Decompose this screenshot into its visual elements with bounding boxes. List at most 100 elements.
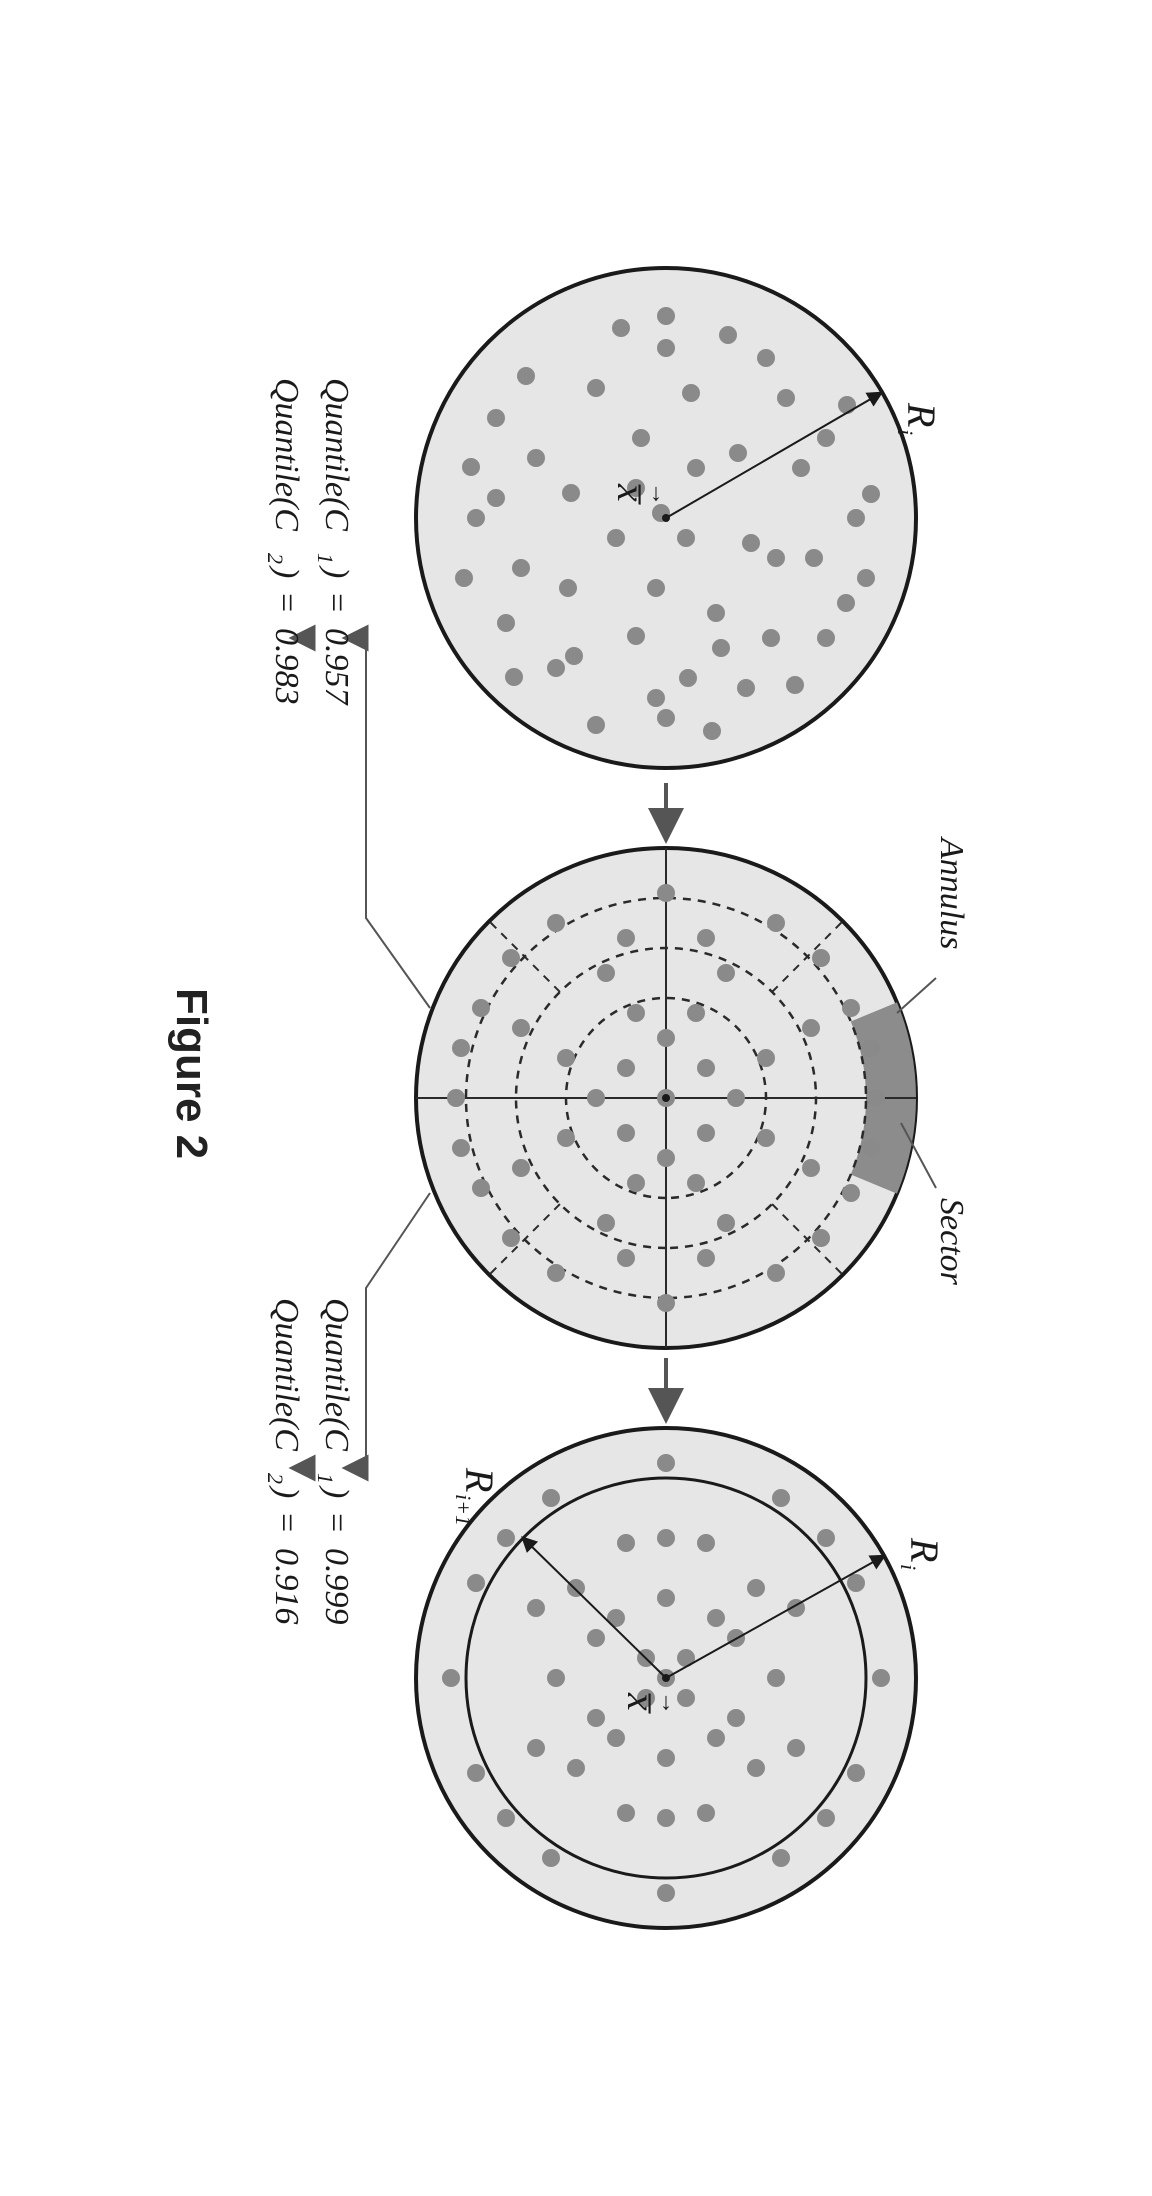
data-point [567,1579,585,1597]
label: Quantile(C [268,1298,305,1451]
data-point [697,1249,715,1267]
panel-left: Rix̅→ [416,268,944,768]
data-point [617,1059,635,1077]
label: 1 [313,1473,338,1484]
data-point [657,307,675,325]
label-Ri-outer: Ri [896,1537,947,1570]
quantile-left-c1: Quantile(C1)=0.957 [313,378,355,707]
quantile-right-c1: Quantile(C1)=0.999 [313,1298,355,1625]
data-point [817,1529,835,1547]
data-point [627,1174,645,1192]
data-point [862,1039,880,1057]
data-point [612,319,630,337]
data-point [607,1609,625,1627]
data-point [562,484,580,502]
label-sector: Sector [933,1198,966,1286]
leader-line [366,1193,430,1468]
data-point [767,1669,785,1687]
data-point [707,604,725,622]
data-point [682,384,700,402]
quantile-left-c2: Quantile(C2)=0.983 [263,378,305,705]
data-point [687,1174,705,1192]
data-point [587,1629,605,1647]
data-point [455,569,473,587]
data-point [847,1764,865,1782]
data-point [697,1059,715,1077]
data-point [837,594,855,612]
data-point [787,1739,805,1757]
data-point [812,949,830,967]
diagram-stage: Rix̅→AnnulusSectorRiRi+1x̅→Quantile(C1)=… [186,238,966,1958]
data-point [707,1609,725,1627]
data-point [847,509,865,527]
data-point [802,1159,820,1177]
data-point [707,1729,725,1747]
label: ) [268,1485,305,1498]
data-point [872,1669,890,1687]
data-point [842,999,860,1017]
data-point [632,429,650,447]
data-point [847,1574,865,1592]
data-point [792,459,810,477]
label: 2 [263,1473,288,1484]
data-point [502,1229,520,1247]
label: 0.983 [268,628,305,705]
data-point [717,964,735,982]
data-point [697,1804,715,1822]
data-point [617,929,635,947]
data-point [565,647,583,665]
data-point [607,1729,625,1747]
data-point [527,1599,545,1617]
data-point [512,1159,530,1177]
data-point [717,1214,735,1232]
label: 2 [263,553,288,564]
label: ) [318,565,355,578]
leader-line [366,638,430,1008]
data-point [617,1124,635,1142]
data-point [657,1809,675,1827]
label-annulus: Annulus [933,836,966,949]
label: = [318,1513,355,1532]
label: i [893,429,918,435]
data-point [729,444,747,462]
data-point [862,1139,880,1157]
data-point [862,485,880,503]
label: 0.957 [318,628,355,707]
data-point [757,1129,775,1147]
vector-arrow-icon: → [656,1691,682,1715]
label: 0.999 [318,1548,355,1625]
data-point [767,1264,785,1282]
diagram-svg: Rix̅→AnnulusSectorRiRi+1x̅→Quantile(C1)=… [186,238,966,1958]
label: = [318,593,355,612]
vector-arrow-icon: → [646,482,672,506]
data-point [657,1884,675,1902]
data-point [547,659,565,677]
data-point [517,367,535,385]
data-point [557,1049,575,1067]
quantile-right-c2: Quantile(C2)=0.916 [263,1298,305,1625]
data-point [657,884,675,902]
data-point [657,339,675,357]
data-point [677,529,695,547]
data-point [547,1669,565,1687]
data-point [817,1809,835,1827]
data-point [442,1669,460,1687]
data-point [657,709,675,727]
data-point [812,1229,830,1247]
data-point [467,509,485,527]
data-point [557,1129,575,1147]
data-point [617,1804,635,1822]
data-point [657,1294,675,1312]
data-point [757,349,775,367]
data-point [527,449,545,467]
data-point [617,1249,635,1267]
data-point [527,1739,545,1757]
data-point [657,1529,675,1547]
label: R [457,1467,502,1492]
panel-middle: Annulus Sector [416,836,966,1348]
data-point [742,534,760,552]
data-point [547,1264,565,1282]
data-point [697,929,715,947]
data-point [567,1759,585,1777]
label: Quantile(C [318,1298,355,1451]
